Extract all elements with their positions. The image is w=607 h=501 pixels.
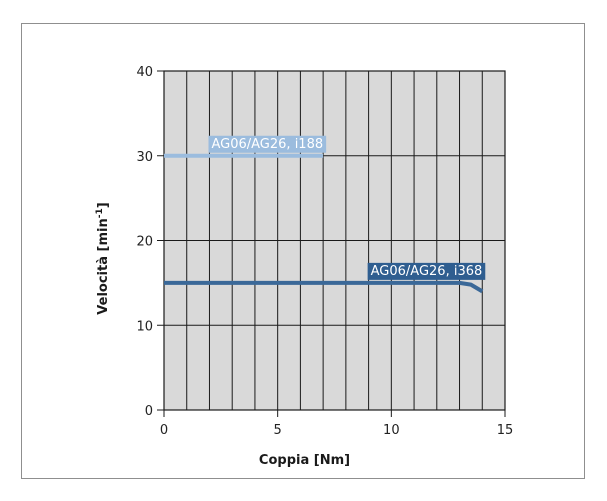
series-label-2: AG06/AG26, i368 — [367, 262, 486, 280]
y-tick-label: 40 — [136, 65, 153, 80]
x-tick-label: 0 — [160, 423, 168, 438]
x-axis-title: Coppia [Nm] — [259, 453, 350, 468]
y-axis-title-main: Velocità [min — [96, 218, 111, 314]
grid — [163, 70, 506, 411]
axis-ticks: 0 10 20 30 40 0 5 10 15 — [136, 65, 513, 438]
series-label-text-2: AG06/AG26, i368 — [371, 264, 483, 279]
series-line-2 — [164, 280, 484, 294]
x-tick-label: 15 — [497, 423, 514, 438]
series-label-text-1: AG06/AG26, i188 — [211, 137, 323, 152]
x-tick-label: 5 — [274, 423, 282, 438]
y-axis-title-superscript: -1 — [95, 208, 105, 218]
y-tick-label: 0 — [145, 404, 153, 419]
y-axis-title: Velocità [min-1] — [95, 202, 111, 314]
series-label-bg-1 — [208, 135, 327, 153]
series: AG06/AG26, i188 AG06/AG26, i368 — [164, 135, 486, 294]
series-label-bg-2 — [367, 262, 486, 280]
y-axis-title-end: ] — [96, 202, 111, 208]
y-tick-label: 30 — [136, 150, 153, 165]
series-label-1: AG06/AG26, i188 — [208, 135, 327, 153]
y-tick-label: 10 — [136, 319, 153, 334]
y-tick-label: 20 — [136, 235, 153, 250]
x-tick-label: 10 — [383, 423, 400, 438]
